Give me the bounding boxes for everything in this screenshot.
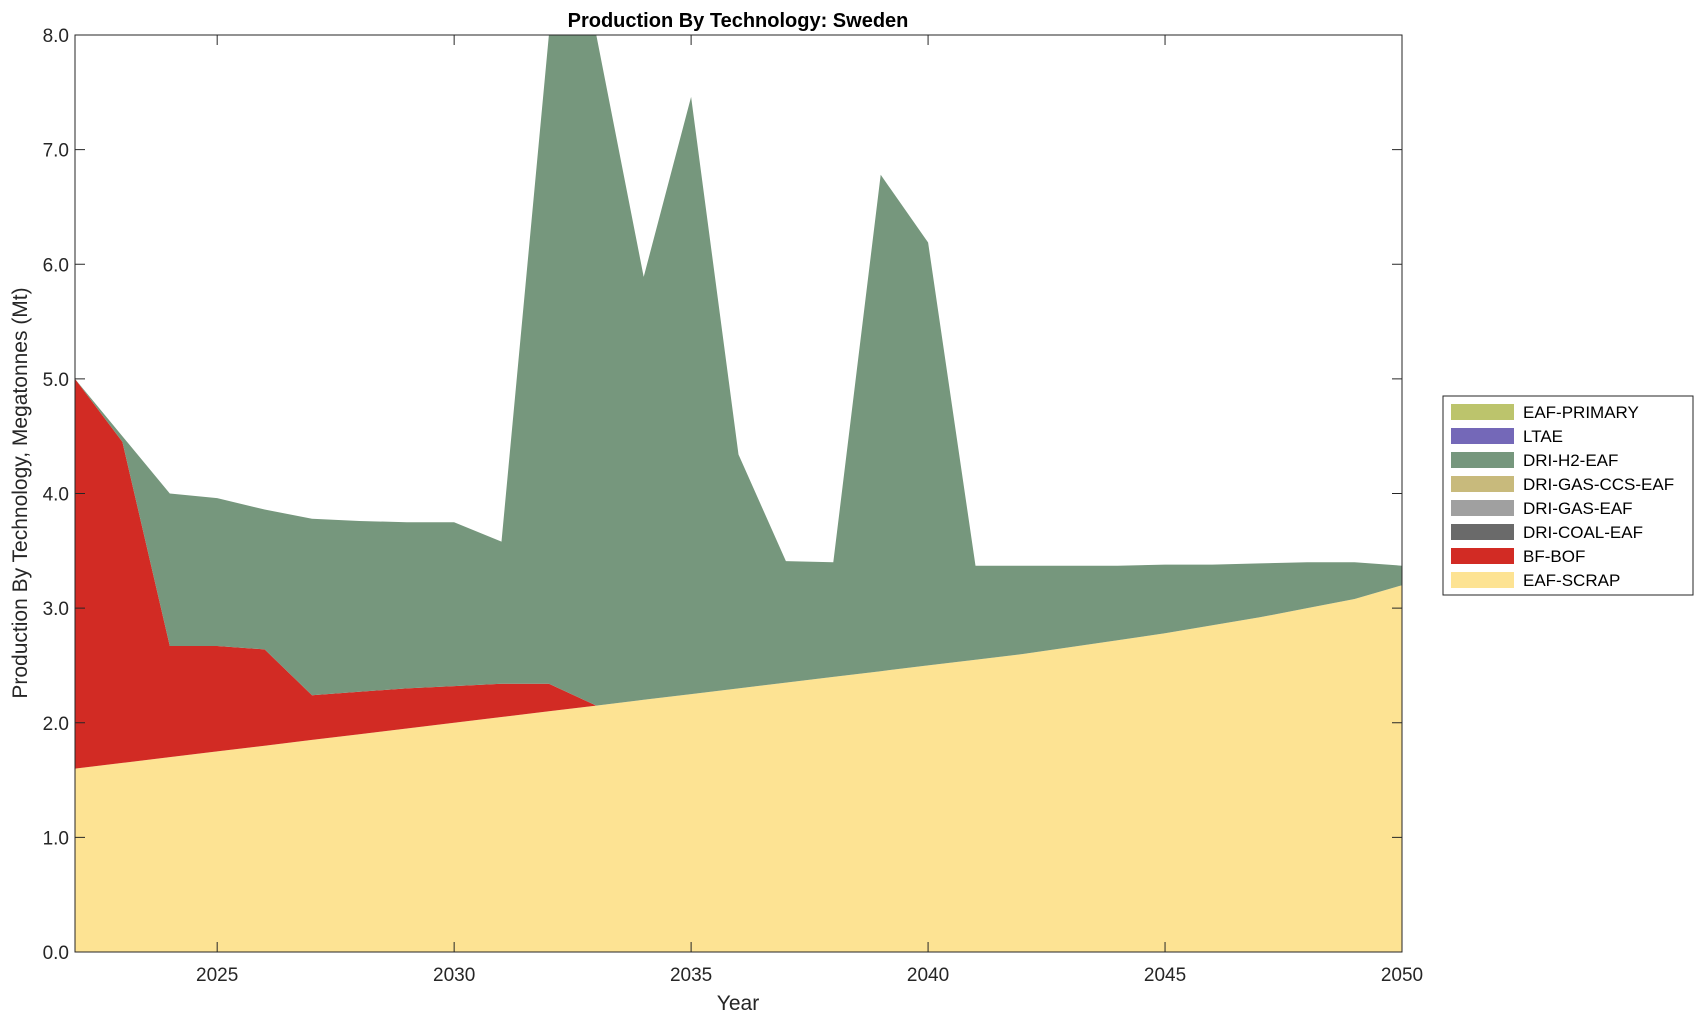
area-series-dri-h2-eaf (75, 35, 1402, 706)
legend-label-dri-h2-eaf: DRI-H2-EAF (1523, 451, 1618, 470)
y-tick-label: 6.0 (43, 255, 69, 276)
axis-ticks-layer: 0.0 1.0 2.0 3.0 4.0 5.0 6.0 7.0 8.0 2025 2030 2035 2… (43, 26, 1424, 986)
x-tick-label: 2025 (196, 965, 238, 986)
x-tick-label: 2030 (433, 965, 475, 986)
legend-swatch-dri-gas-eaf (1451, 500, 1514, 516)
chart-title: Production By Technology: Sweden (568, 10, 909, 32)
y-tick-label: 8.0 (43, 26, 69, 47)
y-tick-label: 0.0 (43, 943, 69, 964)
x-tick-label: 2045 (1144, 965, 1186, 986)
legend-label-dri-coal-eaf: DRI-COAL-EAF (1523, 523, 1643, 542)
y-tick-label: 7.0 (43, 141, 69, 162)
y-tick-label: 3.0 (43, 599, 69, 620)
legend-swatch-dri-h2-eaf (1451, 452, 1514, 468)
legend: EAF-PRIMARY LTAE DRI-H2-EAF DRI-GAS-CCS-EAF… (1442, 395, 1694, 596)
legend-label-dri-gas-ccs-eaf: DRI-GAS-CCS-EAF (1523, 475, 1674, 494)
legend-label-eaf-scrap: EAF-SCRAP (1523, 571, 1620, 590)
x-tick-label: 2035 (670, 965, 712, 986)
y-tick-label: 2.0 (43, 714, 69, 735)
legend-swatch-ltae (1451, 428, 1514, 444)
area-series-eaf-scrap (75, 585, 1402, 952)
legend-label-ltae: LTAE (1523, 427, 1563, 446)
legend-items: EAF-PRIMARY LTAE DRI-H2-EAF DRI-GAS-CCS-EAF… (1451, 403, 1674, 590)
legend-label-eaf-primary: EAF-PRIMARY (1523, 403, 1639, 422)
y-axis-label: Production By Technology, Megatonnes (Mt… (9, 287, 32, 698)
legend-swatch-bf-bof (1451, 548, 1514, 564)
legend-label-dri-gas-eaf: DRI-GAS-EAF (1523, 499, 1633, 518)
area-series-layer (75, 35, 1402, 952)
area-series-bf-bof (75, 378, 1402, 769)
legend-label-bf-bof: BF-BOF (1523, 547, 1585, 566)
legend-swatch-dri-coal-eaf (1451, 524, 1514, 540)
x-axis-label: Year (717, 992, 759, 1015)
y-tick-label: 4.0 (43, 485, 69, 506)
legend-swatch-dri-gas-ccs-eaf (1451, 476, 1514, 492)
y-tick-label: 1.0 (43, 828, 69, 849)
x-tick-label: 2040 (907, 965, 949, 986)
y-tick-label: 5.0 (43, 370, 69, 391)
x-tick-label: 2050 (1381, 965, 1423, 986)
legend-swatch-eaf-primary (1451, 404, 1514, 420)
legend-swatch-eaf-scrap (1451, 572, 1514, 588)
